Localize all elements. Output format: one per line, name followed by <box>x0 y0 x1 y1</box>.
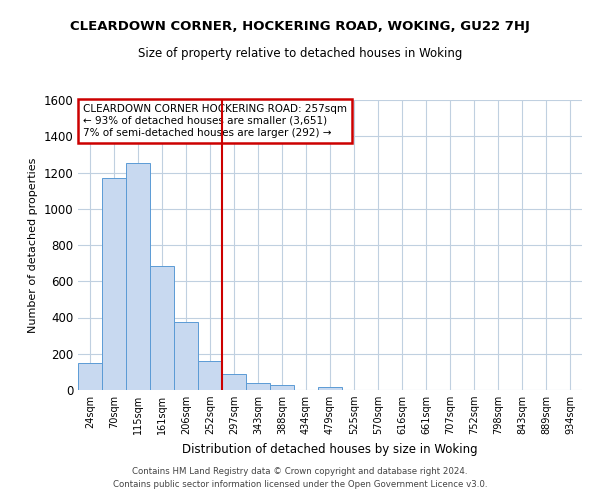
Bar <box>246 383 270 390</box>
Bar <box>270 386 294 390</box>
Text: Contains HM Land Registry data © Crown copyright and database right 2024.: Contains HM Land Registry data © Crown c… <box>132 467 468 476</box>
Bar <box>102 178 126 390</box>
Y-axis label: Number of detached properties: Number of detached properties <box>28 158 38 332</box>
Text: Size of property relative to detached houses in Woking: Size of property relative to detached ho… <box>138 48 462 60</box>
Bar <box>318 388 342 390</box>
X-axis label: Distribution of detached houses by size in Woking: Distribution of detached houses by size … <box>182 442 478 456</box>
Bar <box>78 363 102 390</box>
Bar <box>198 361 222 390</box>
Text: CLEARDOWN CORNER, HOCKERING ROAD, WOKING, GU22 7HJ: CLEARDOWN CORNER, HOCKERING ROAD, WOKING… <box>70 20 530 33</box>
Text: CLEARDOWN CORNER HOCKERING ROAD: 257sqm
← 93% of detached houses are smaller (3,: CLEARDOWN CORNER HOCKERING ROAD: 257sqm … <box>83 104 347 138</box>
Bar <box>150 266 174 390</box>
Bar <box>174 322 198 390</box>
Text: Contains public sector information licensed under the Open Government Licence v3: Contains public sector information licen… <box>113 480 487 489</box>
Bar <box>222 374 246 390</box>
Bar <box>126 162 150 390</box>
